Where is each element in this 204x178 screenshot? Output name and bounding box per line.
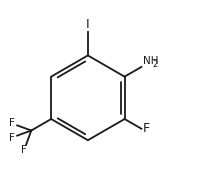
Text: I: I: [86, 18, 90, 31]
Text: F: F: [143, 122, 150, 135]
Text: F: F: [9, 118, 15, 129]
Text: F: F: [9, 133, 15, 143]
Text: 2: 2: [153, 60, 158, 69]
Text: F: F: [21, 145, 27, 155]
Text: NH: NH: [143, 56, 158, 66]
